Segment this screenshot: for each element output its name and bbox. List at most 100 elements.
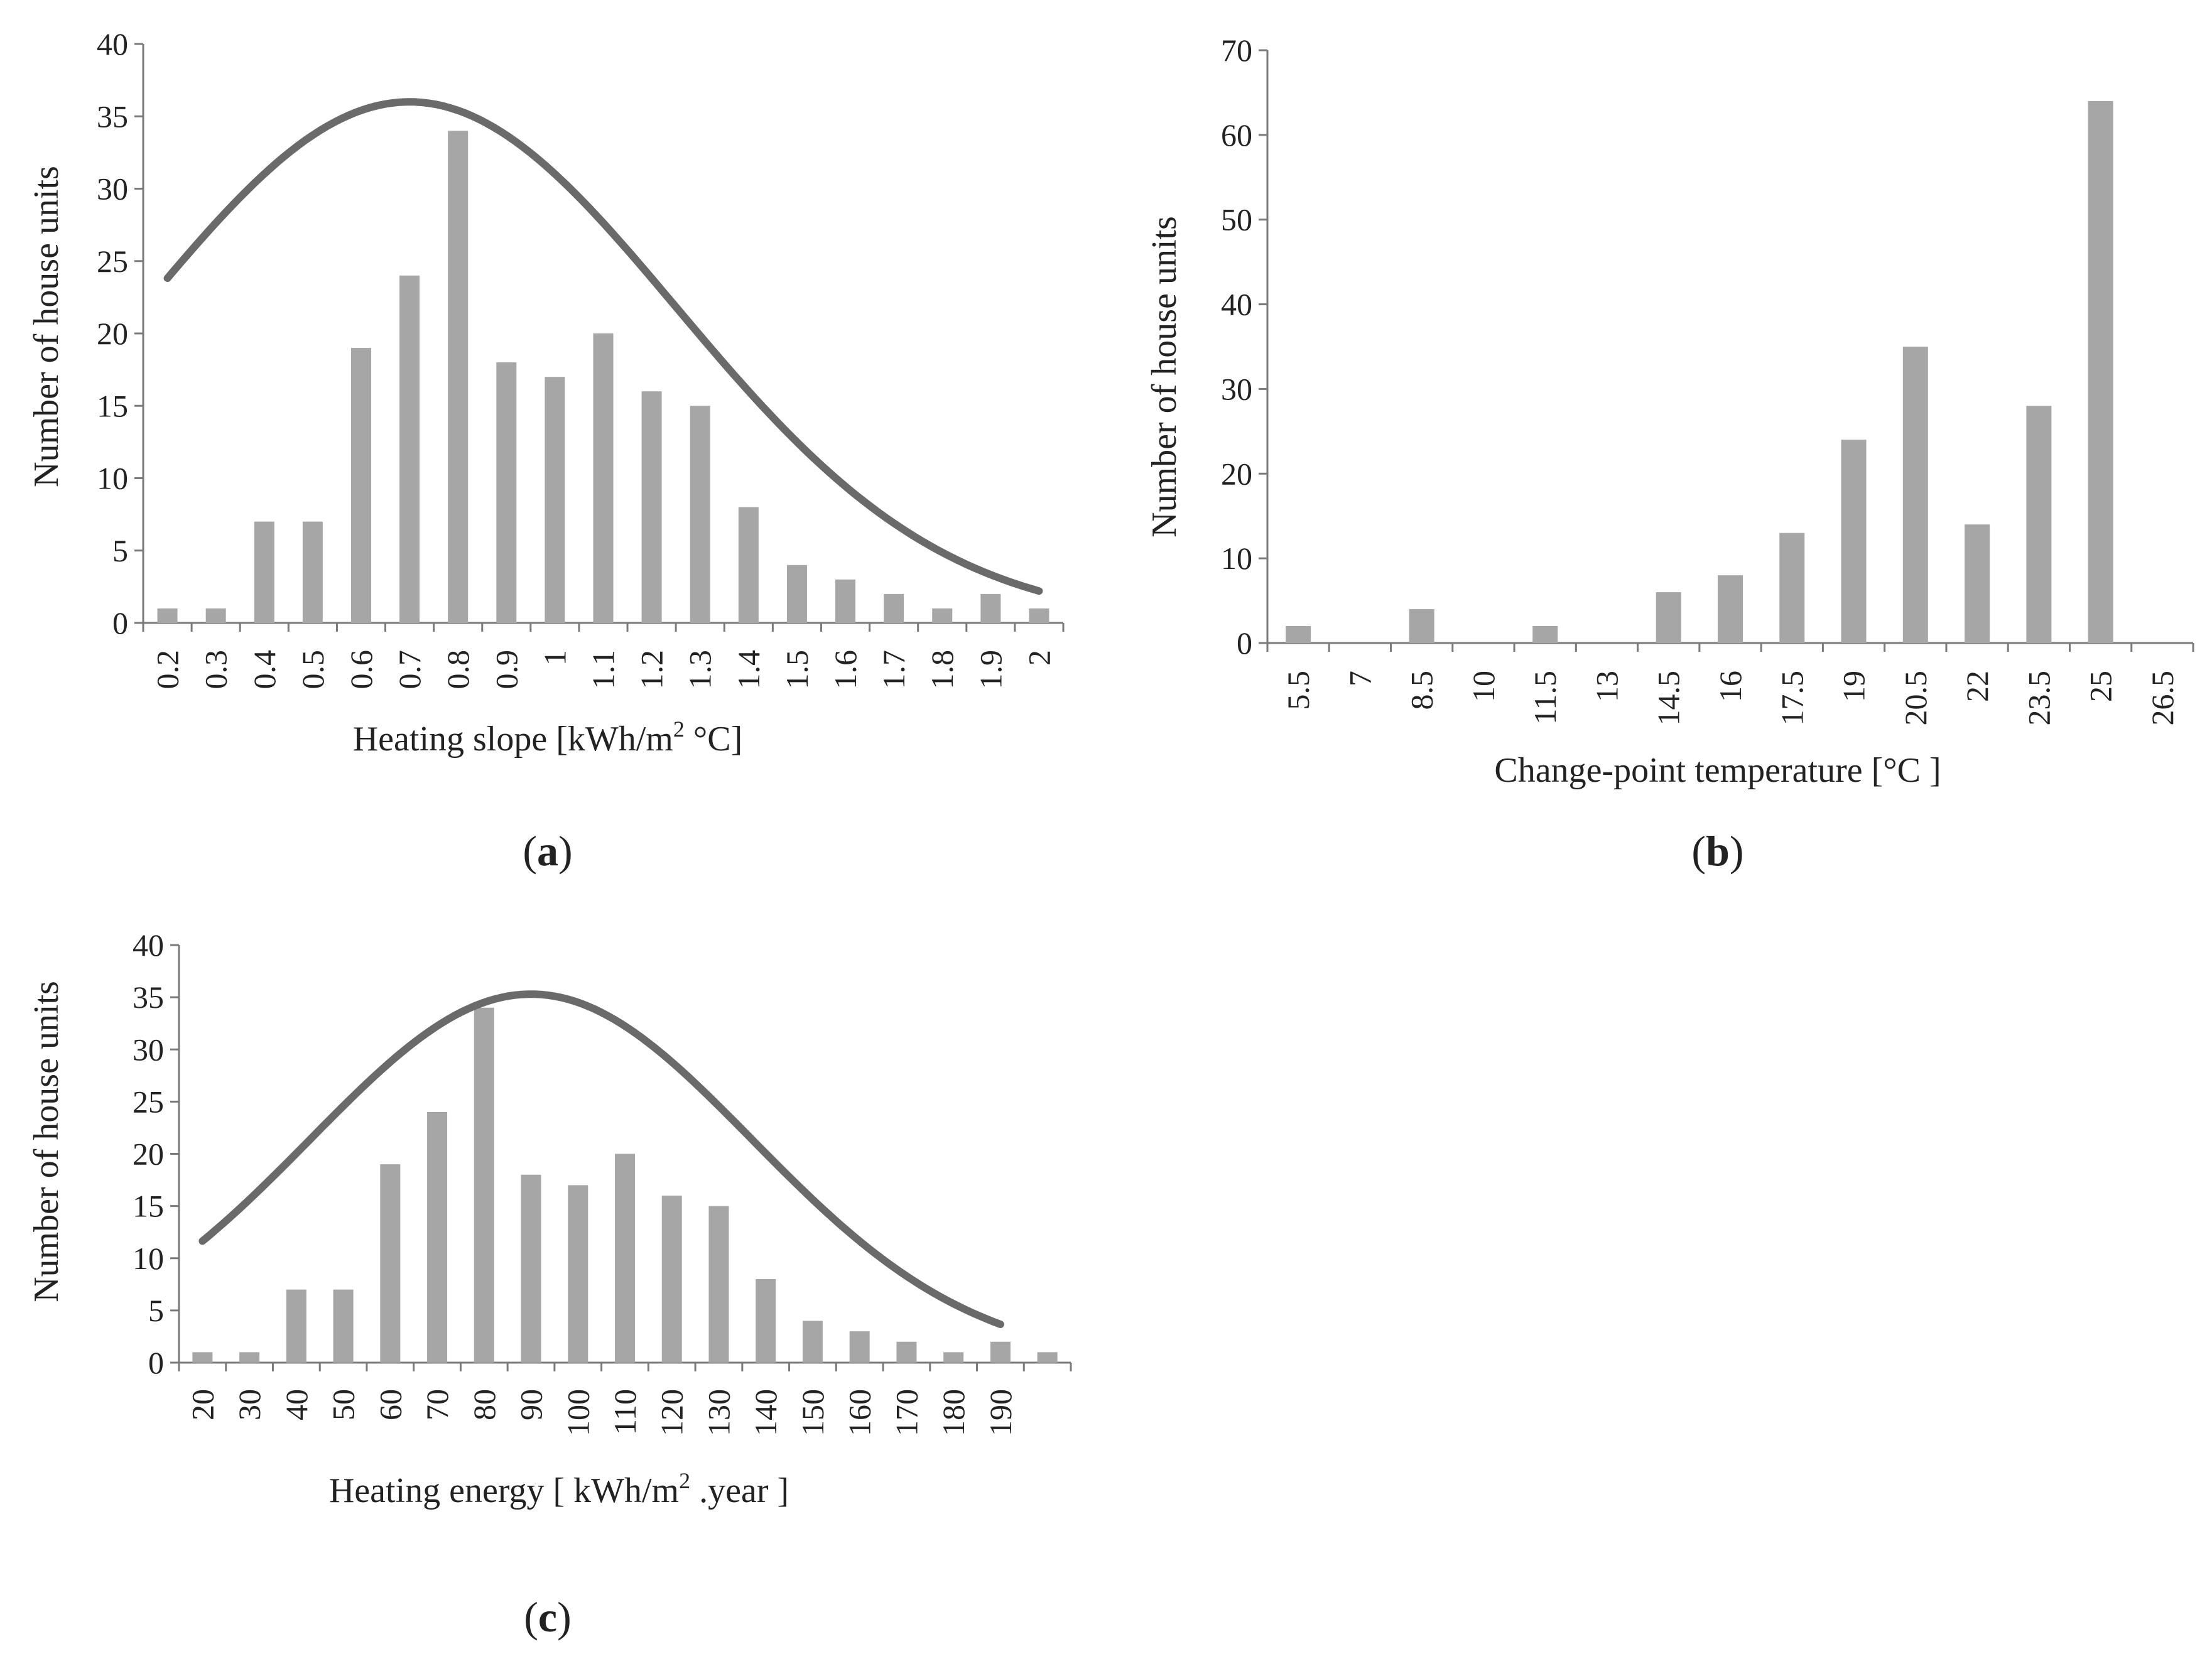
x-tick-label: 100	[560, 1389, 595, 1436]
bar	[593, 333, 614, 623]
y-tick-label: 25	[97, 244, 128, 279]
bar	[943, 1352, 964, 1363]
x-tick-label: 17.5	[1774, 671, 1809, 726]
bar	[786, 565, 807, 623]
bar	[496, 362, 517, 623]
y-axis-label: Number of house units	[27, 981, 66, 1302]
x-tick-label: 10	[1466, 671, 1501, 702]
bar	[1841, 440, 1867, 643]
y-tick-label: 0	[148, 1345, 164, 1380]
bar	[708, 1206, 729, 1363]
x-tick-label: 190	[983, 1389, 1018, 1436]
y-tick-label: 35	[133, 980, 164, 1015]
y-tick-label: 30	[97, 171, 128, 207]
fitted-distribution-curve	[163, 98, 1043, 595]
x-tick-label: 50	[326, 1389, 361, 1420]
chart-change-point-temperature: Number of house units Change-point tempe…	[1145, 33, 2194, 875]
bar	[399, 275, 420, 623]
bar	[192, 1352, 213, 1363]
x-tick-label: 130	[701, 1389, 736, 1436]
y-tick-label: 70	[1221, 33, 1252, 68]
x-tick-label: 0.6	[344, 650, 379, 689]
bar	[157, 608, 178, 623]
x-tick-label: 0.3	[198, 650, 234, 689]
x-tick-label: 20.5	[1898, 671, 1933, 726]
bar	[756, 1279, 776, 1363]
bar	[849, 1331, 870, 1363]
bar	[1532, 626, 1558, 643]
x-tick-label: 1.4	[731, 650, 766, 689]
x-tick-label: 1.5	[779, 650, 815, 689]
bar	[350, 348, 371, 623]
x-tick-label: 1.8	[924, 650, 960, 689]
panel-label-b: (b)	[1691, 827, 1743, 875]
y-tick-label: 40	[97, 26, 128, 62]
bar	[254, 521, 274, 623]
x-tick-label: 70	[420, 1389, 455, 1420]
x-tick-label: 1	[537, 650, 572, 666]
x-tick-label: 80	[467, 1389, 502, 1420]
bar	[1779, 532, 1805, 643]
x-tick-label: 13	[1589, 671, 1624, 702]
x-tick-label: 1.7	[876, 650, 911, 689]
x-tick-label: 14.5	[1651, 671, 1686, 726]
x-tick-label: 7	[1342, 671, 1377, 686]
fitted-distribution-curve	[198, 990, 1004, 1328]
bar	[802, 1321, 823, 1363]
y-axis-label: Number of house units	[27, 166, 66, 487]
bar	[738, 507, 759, 623]
x-tick-label: 0.8	[440, 650, 475, 689]
y-tick-label: 10	[133, 1241, 164, 1276]
y-tick-label: 10	[97, 461, 128, 496]
bar	[427, 1112, 448, 1363]
x-tick-label: 0.9	[489, 650, 524, 689]
x-tick-label: 16	[1713, 671, 1748, 702]
bar	[690, 406, 710, 623]
y-tick-label: 5	[148, 1293, 164, 1328]
y-tick-label: 60	[1221, 117, 1252, 153]
bar	[474, 1007, 494, 1363]
bar	[568, 1185, 588, 1363]
y-tick-label: 0	[1237, 625, 1252, 661]
x-tick-label: 8.5	[1404, 671, 1439, 710]
x-tick-label: 20	[185, 1389, 220, 1420]
bar	[239, 1352, 260, 1363]
bar	[990, 1341, 1011, 1363]
panel-label-c: (c)	[524, 1593, 572, 1641]
x-tick-label: 1.9	[973, 650, 1008, 689]
bar	[641, 391, 662, 623]
bar	[1409, 609, 1434, 643]
y-tick-label: 20	[133, 1137, 164, 1172]
bar	[884, 593, 904, 623]
x-tick-label: 1.6	[828, 650, 863, 689]
y-tick-label: 20	[1221, 456, 1252, 491]
bar	[1718, 575, 1743, 643]
bar	[835, 579, 856, 623]
bar	[661, 1196, 682, 1363]
bar	[1286, 626, 1311, 643]
bar	[2088, 100, 2113, 643]
x-tick-label: 60	[372, 1389, 408, 1420]
y-tick-label: 20	[97, 316, 128, 351]
y-tick-label: 25	[133, 1084, 164, 1119]
x-tick-label: 180	[936, 1389, 971, 1436]
y-tick-label: 30	[1221, 371, 1252, 406]
bar	[1029, 608, 1049, 623]
x-tick-label: 22	[1960, 671, 1995, 702]
bar	[333, 1289, 354, 1363]
y-tick-label: 15	[97, 388, 128, 423]
bar	[980, 593, 1001, 623]
bar	[896, 1341, 917, 1363]
x-tick-label: 23.5	[2021, 671, 2056, 726]
x-tick-label: 2	[1021, 650, 1056, 666]
x-tick-label: 110	[607, 1389, 642, 1435]
x-axis-label: Change-point temperature [°C ]	[1494, 751, 1941, 790]
bar	[380, 1164, 401, 1363]
y-tick-label: 15	[133, 1189, 164, 1224]
y-tick-label: 50	[1221, 202, 1252, 237]
x-tick-label: 26.5	[2145, 671, 2180, 726]
x-tick-label: 25	[2083, 671, 2118, 702]
y-tick-label: 40	[1221, 287, 1252, 322]
x-tick-label: 0.2	[150, 650, 185, 689]
y-tick-label: 35	[97, 99, 128, 134]
